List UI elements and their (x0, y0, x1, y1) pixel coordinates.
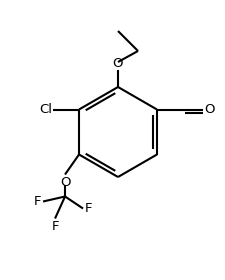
Text: O: O (60, 176, 70, 190)
Text: Cl: Cl (39, 103, 52, 116)
Text: O: O (112, 57, 123, 70)
Text: F: F (85, 202, 92, 215)
Text: F: F (51, 221, 58, 234)
Text: O: O (203, 103, 214, 116)
Text: F: F (33, 195, 41, 208)
